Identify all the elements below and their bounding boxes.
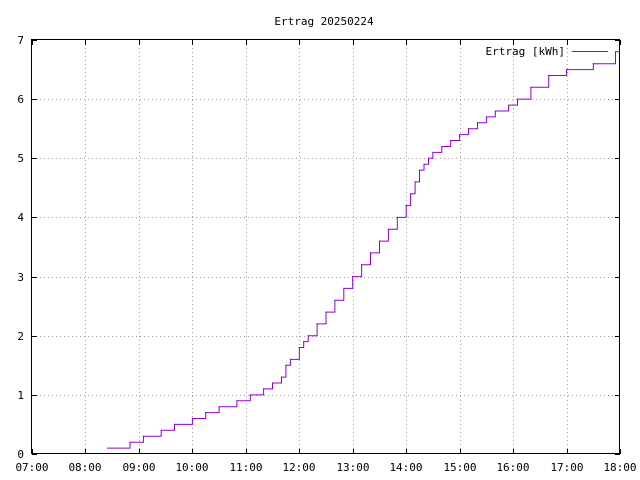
data-point (316, 323, 318, 325)
data-point (565, 69, 568, 71)
data-point (369, 252, 372, 254)
data-point (387, 228, 389, 230)
data-point (263, 388, 265, 390)
data-point (191, 417, 193, 420)
data-point (289, 358, 291, 360)
data-point (280, 376, 283, 378)
data-point (432, 151, 434, 153)
x-tick-label: 10:00 (175, 461, 208, 474)
data-point (285, 364, 287, 366)
data-point (298, 346, 300, 349)
legend-label: Ertrag [kWh] (486, 45, 565, 58)
y-tick-label: 5 (17, 152, 24, 165)
data-point (530, 86, 532, 88)
data-point (325, 311, 327, 313)
x-tick-label: 09:00 (122, 461, 155, 474)
y-tick-label: 7 (17, 34, 24, 47)
y-tick-label: 2 (17, 330, 24, 343)
data-point (307, 335, 309, 337)
y-tick-label: 1 (17, 389, 24, 402)
x-tick-label: 07:00 (15, 461, 48, 474)
x-tick-label: 11:00 (229, 461, 262, 474)
y-tick-label: 4 (17, 211, 24, 224)
y-tick-label: 3 (17, 271, 24, 284)
data-point (396, 216, 398, 218)
series-layer (107, 51, 620, 449)
data-point (592, 63, 594, 65)
data-point (303, 341, 305, 343)
data-point (516, 98, 519, 100)
data-point (614, 51, 617, 53)
y-tick-label: 6 (17, 93, 24, 106)
data-point (129, 441, 131, 443)
data-point (343, 287, 345, 289)
data-point (249, 394, 251, 396)
data-point (476, 122, 479, 124)
data-point (418, 169, 421, 171)
x-tick-label: 15:00 (443, 461, 476, 474)
chart-title: Ertrag 20250224 (274, 15, 374, 28)
data-point (205, 412, 207, 414)
data-point (378, 240, 381, 242)
data-point (423, 163, 425, 165)
x-tick-label: 08:00 (68, 461, 101, 474)
tick-labels: 07:00 08:00 09:00 10:00 11:00 12:00 13:00 14:00… (15, 34, 636, 474)
plot-frame (31, 39, 620, 454)
x-tick-label: 18:00 (603, 461, 636, 474)
data-point (352, 276, 354, 278)
series-line-ertrag (107, 51, 620, 449)
axis-ticks (32, 40, 621, 455)
data-point (142, 435, 144, 437)
data-point (467, 128, 470, 130)
data-point (236, 400, 238, 402)
y-tick-label: 0 (17, 448, 24, 461)
data-point (173, 423, 176, 425)
data-point (160, 429, 162, 431)
x-tick-label: 12:00 (282, 461, 315, 474)
data-point (218, 406, 220, 408)
data-point (459, 134, 461, 136)
data-point (548, 74, 550, 77)
data-point (334, 299, 336, 301)
data-point (494, 110, 496, 112)
data-point (405, 205, 407, 207)
data-point (414, 181, 416, 183)
x-tick-label: 17:00 (550, 461, 583, 474)
x-tick-label: 14:00 (389, 461, 422, 474)
data-point (410, 193, 412, 195)
data-point (485, 116, 487, 118)
grid (32, 40, 620, 454)
data-point (508, 104, 510, 106)
x-tick-label: 16:00 (496, 461, 529, 474)
legend: Ertrag [kWh] (486, 45, 608, 58)
data-point (361, 264, 363, 266)
data-point (427, 157, 430, 159)
data-point (107, 447, 109, 449)
data-point (271, 382, 274, 384)
x-tick-label: 13:00 (336, 461, 369, 474)
data-point (450, 139, 452, 142)
data-point (441, 145, 443, 148)
